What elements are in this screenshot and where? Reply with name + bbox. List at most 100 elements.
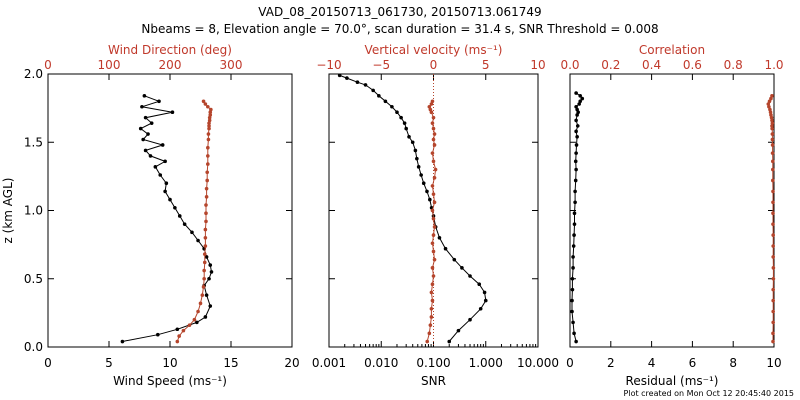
data-point [770,151,775,155]
data-point [206,162,210,166]
data-point [173,205,177,210]
bottom-tick-label: 20 [284,356,299,370]
data-point [204,293,209,297]
data-point [158,173,163,177]
data-point [209,270,214,274]
data-point [431,216,436,221]
data-point [570,298,574,303]
data-point [156,332,160,337]
data-point [770,132,775,136]
data-point [148,154,153,158]
data-point [433,167,438,172]
bottom-tick-label: 0.010 [364,356,398,370]
data-point [363,83,368,87]
data-point [410,140,415,145]
data-point [208,113,213,117]
data-point [196,309,200,314]
data-point [572,211,577,216]
data-point [206,132,211,136]
data-point [770,137,775,142]
data-point [355,80,360,84]
data-point [432,257,437,262]
data-point [153,165,158,169]
data-point [175,339,180,344]
data-point [452,257,457,262]
top-axis-title: Correlation [639,43,705,57]
data-point [163,159,167,164]
data-point [429,306,434,311]
data-point [163,189,167,194]
data-point [432,143,437,147]
data-point [207,121,211,125]
top-tick-label: 0.4 [642,58,661,72]
data-point [573,189,577,194]
data-point [768,110,773,115]
data-point [201,99,206,104]
plot-frame [47,73,293,348]
data-point [149,121,154,125]
top-tick-label: 10 [530,58,545,72]
series-line-bottom [122,95,213,342]
data-point [771,298,775,303]
data-point [771,189,775,194]
data-point [770,121,775,125]
data-point [138,126,143,131]
data-point [160,143,165,147]
data-point [377,94,381,98]
data-point [575,107,579,112]
data-point [771,331,775,336]
data-point [206,145,210,150]
data-point [767,99,772,104]
data-point [574,91,578,95]
data-point [430,121,435,125]
panel-right: 0 2 4 6 8 10 Residual (ms⁻¹) 0.0 0.2 0.4 0.6 0.8 1.0… [560,43,783,388]
data-point [207,126,211,131]
data-point [570,276,575,281]
data-point [202,268,206,273]
data-point [430,208,435,213]
data-point [771,287,775,292]
data-point [395,110,399,115]
data-point [578,99,582,104]
data-point [416,165,421,169]
data-point [483,298,488,303]
bottom-tick-label: 0.100 [416,356,450,370]
data-point [157,99,161,104]
bottom-tick-label: 10 [162,356,177,370]
top-tick-label: 0 [44,58,52,72]
data-point [575,134,579,139]
data-point [570,309,574,314]
top-tick-label: 1.0 [764,58,783,72]
data-point [203,244,208,248]
data-point [205,170,210,175]
data-point [209,107,213,112]
data-point [771,200,775,205]
data-point [345,76,349,80]
data-point [182,222,187,226]
data-point [429,110,434,115]
data-point [771,276,776,281]
data-point [143,115,148,120]
y-tick-label: 1.5 [24,135,43,149]
data-point [142,94,147,98]
y-axis-title: z (km AGL) [1,178,15,244]
footer-timestamp: Plot created on Mon Oct 12 20:45:40 2015 [624,389,794,398]
data-point [204,186,209,191]
data-point [769,96,773,101]
data-point [202,252,207,256]
data-point [771,222,775,226]
data-point [427,331,432,336]
data-point [477,282,482,287]
data-point [771,266,776,270]
data-point [770,159,775,164]
bottom-tick-label: 8 [729,356,737,370]
top-tick-label: 5 [482,58,490,72]
bottom-tick-label: 6 [689,356,697,370]
plot-frame [569,73,775,348]
data-point [431,249,436,254]
data-point [769,115,774,120]
panel-middle: 0.001 0.010 0.100 1.000 10.000 SNR −10 −5 0 5 10 Ve… [312,43,559,388]
y-tick-label: 0.5 [24,272,43,286]
